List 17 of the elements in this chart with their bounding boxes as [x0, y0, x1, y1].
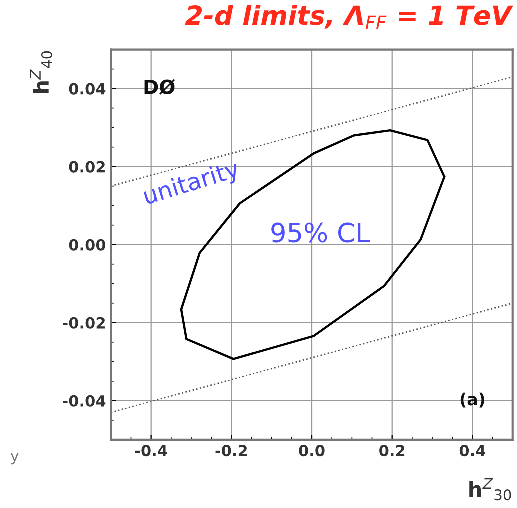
chart-title: 2-d limits, Λ$_{FF}$ = 1 TeV	[185, 5, 514, 30]
x-tick-label: 0.0	[299, 445, 325, 457]
x-tick-label: -0.2	[216, 445, 248, 457]
y-tick-label: 0.00	[69, 239, 106, 251]
annotation: unitarity	[142, 159, 242, 210]
x-tick-label: 0.2	[380, 445, 405, 457]
y-axis-title: h$^{Z}$$_{40}$	[30, 51, 52, 94]
x-tick-label: 0.4	[460, 445, 486, 457]
x-tick-label: -0.4	[135, 445, 168, 457]
x-axis-title: h$^{Z}$$_{30}$	[470, 478, 512, 501]
text: y	[10, 453, 19, 465]
annotation: DØ	[144, 79, 176, 95]
y-tick-label: 0.04	[69, 83, 106, 95]
y-tick-label: -0.02	[63, 317, 105, 329]
y-tick-label: -0.04	[63, 395, 106, 407]
y-tick-label: 0.02	[69, 161, 105, 173]
annotation: (a)	[460, 392, 484, 408]
